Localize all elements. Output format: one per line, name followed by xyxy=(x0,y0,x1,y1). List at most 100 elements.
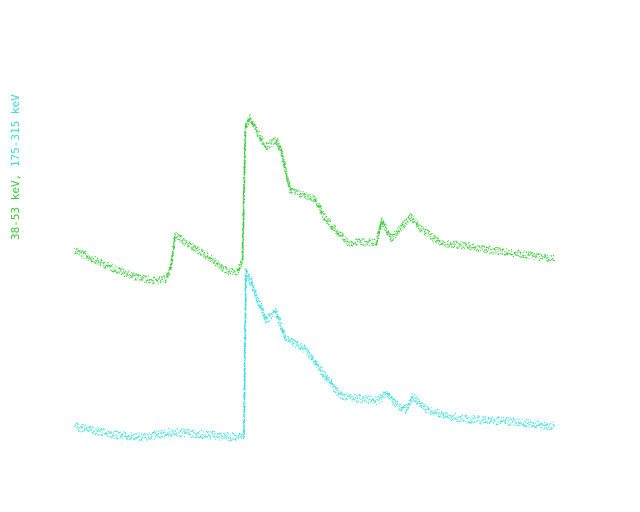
data-point xyxy=(132,435,134,437)
data-point xyxy=(277,318,279,320)
data-point xyxy=(245,329,247,330)
data-point xyxy=(421,229,423,231)
data-point xyxy=(284,162,286,164)
data-point xyxy=(300,196,302,198)
data-point xyxy=(452,241,454,243)
data-point xyxy=(367,395,369,397)
data-point xyxy=(338,233,340,235)
data-point xyxy=(294,340,296,342)
data-point xyxy=(139,279,141,280)
data-point xyxy=(243,428,245,430)
data-point xyxy=(454,412,456,414)
data-point xyxy=(190,247,192,249)
data-point xyxy=(145,282,147,284)
data-point xyxy=(259,140,261,141)
data-point xyxy=(243,401,245,402)
data-point xyxy=(390,240,392,242)
data-point xyxy=(453,246,455,248)
data-point xyxy=(116,272,118,274)
data-point xyxy=(244,363,246,365)
data-point xyxy=(244,179,246,181)
data-point xyxy=(173,241,175,243)
data-point xyxy=(340,394,342,396)
data-point xyxy=(464,242,466,244)
data-point xyxy=(408,218,410,219)
data-point xyxy=(344,239,346,241)
data-point xyxy=(244,344,246,346)
data-point xyxy=(455,243,457,245)
data-point xyxy=(553,259,554,261)
data-point xyxy=(331,226,333,227)
data-point xyxy=(263,318,265,320)
data-point xyxy=(397,227,399,229)
data-point xyxy=(343,394,344,396)
data-point xyxy=(203,256,205,258)
data-point xyxy=(390,237,392,239)
data-point xyxy=(384,392,385,393)
data-point xyxy=(175,236,177,238)
data-point xyxy=(497,416,499,418)
data-point xyxy=(346,399,348,401)
data-point xyxy=(300,346,302,348)
data-point xyxy=(111,266,113,268)
data-point xyxy=(288,183,290,185)
data-point xyxy=(545,427,547,428)
data-point xyxy=(161,432,162,434)
data-point xyxy=(267,148,269,150)
data-point xyxy=(532,422,534,423)
data-point xyxy=(346,393,348,395)
data-point xyxy=(473,415,475,416)
data-point xyxy=(423,406,425,408)
data-point xyxy=(429,237,431,239)
data-point xyxy=(304,194,306,195)
data-point xyxy=(111,432,113,434)
data-point xyxy=(124,436,126,438)
data-point xyxy=(110,270,112,272)
data-point xyxy=(511,249,513,251)
data-point xyxy=(321,212,323,214)
data-point xyxy=(157,280,158,282)
data-point xyxy=(243,375,245,377)
data-point xyxy=(395,403,397,405)
data-point xyxy=(121,434,123,436)
data-point xyxy=(116,431,118,432)
data-point xyxy=(404,407,406,408)
data-point xyxy=(510,418,512,420)
data-point xyxy=(94,262,96,264)
data-point xyxy=(243,423,245,425)
data-point xyxy=(412,219,414,221)
data-point xyxy=(495,247,497,248)
data-point xyxy=(327,375,329,377)
data-point xyxy=(80,431,82,433)
data-point xyxy=(216,435,218,437)
data-point xyxy=(357,396,359,398)
data-point xyxy=(520,421,522,423)
data-point xyxy=(168,432,170,434)
data-point xyxy=(244,368,246,370)
data-point xyxy=(333,224,335,226)
data-point xyxy=(82,431,84,432)
data-point xyxy=(234,274,236,276)
data-point xyxy=(220,268,222,270)
data-point xyxy=(285,339,287,341)
data-point xyxy=(160,437,162,439)
data-point xyxy=(243,200,245,202)
data-point xyxy=(312,194,314,196)
data-point xyxy=(324,374,326,375)
data-point xyxy=(332,229,334,231)
data-point xyxy=(383,220,384,222)
data-point xyxy=(81,426,83,428)
data-point xyxy=(339,396,341,398)
data-point xyxy=(242,217,244,219)
data-point xyxy=(207,259,209,261)
data-point xyxy=(245,310,247,312)
data-point xyxy=(119,268,121,270)
data-point xyxy=(399,409,401,411)
data-point xyxy=(243,170,245,172)
data-point xyxy=(372,398,374,400)
data-point xyxy=(287,184,289,186)
data-point xyxy=(263,313,265,315)
data-point xyxy=(288,185,290,187)
data-point xyxy=(126,438,128,440)
data-point xyxy=(131,272,133,274)
